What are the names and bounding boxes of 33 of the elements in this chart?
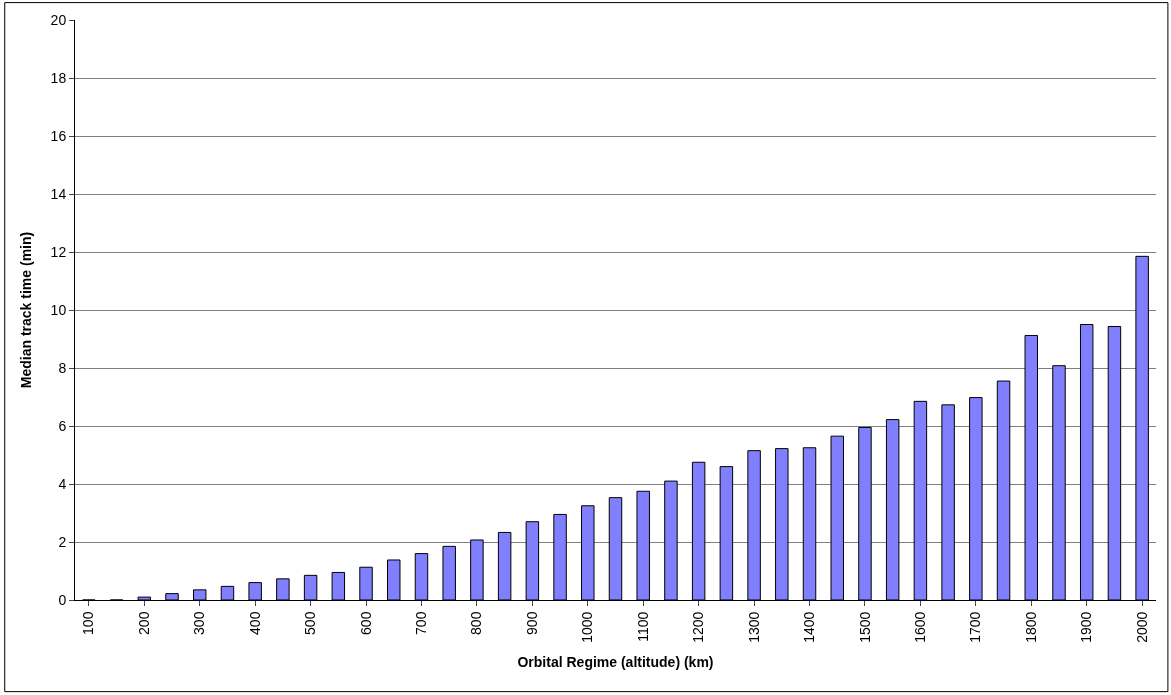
y-tick-label: 0: [58, 591, 67, 608]
x-tick-label: 2000: [1133, 611, 1150, 643]
x-tick-label: 200: [135, 611, 152, 635]
x-tick-label: 500: [302, 611, 319, 635]
x-tick-label: 1900: [1078, 611, 1095, 643]
y-tick-label: 12: [50, 243, 67, 260]
x-tick-label: 900: [523, 611, 540, 635]
y-tick-label: 2: [58, 533, 67, 550]
x-tick-label: 400: [246, 611, 263, 635]
x-tick-label: 700: [413, 611, 430, 635]
y-tick-label: 18: [50, 69, 67, 86]
y-tick-label: 20: [50, 11, 67, 28]
y-axis-title: Median track time (min): [18, 231, 35, 389]
x-tick-label: 1800: [1022, 611, 1039, 643]
x-tick-label: 1400: [801, 611, 818, 643]
x-tick-label: 1500: [856, 611, 873, 643]
y-tick-label: 8: [58, 359, 67, 376]
x-tick-label: 1100: [634, 611, 651, 642]
x-tick-label: 1600: [911, 611, 928, 643]
x-tick-label: 800: [468, 611, 485, 635]
x-tick-label: 1300: [745, 611, 762, 643]
y-tick-label: 4: [58, 475, 67, 492]
y-tick-label: 10: [50, 301, 67, 318]
y-tick-label: 16: [50, 127, 67, 144]
x-axis-title: Orbital Regime (altitude) (km): [517, 654, 714, 671]
y-tick-label: 14: [50, 185, 67, 202]
y-tick-label: 6: [58, 417, 67, 434]
x-tick-label: 1000: [579, 611, 596, 643]
x-tick-label: 1200: [690, 611, 707, 643]
x-tick-label: 1700: [967, 611, 984, 643]
x-tick-label: 600: [357, 611, 374, 635]
x-tick-label: 300: [191, 611, 208, 635]
x-tick-label: 100: [80, 611, 97, 635]
